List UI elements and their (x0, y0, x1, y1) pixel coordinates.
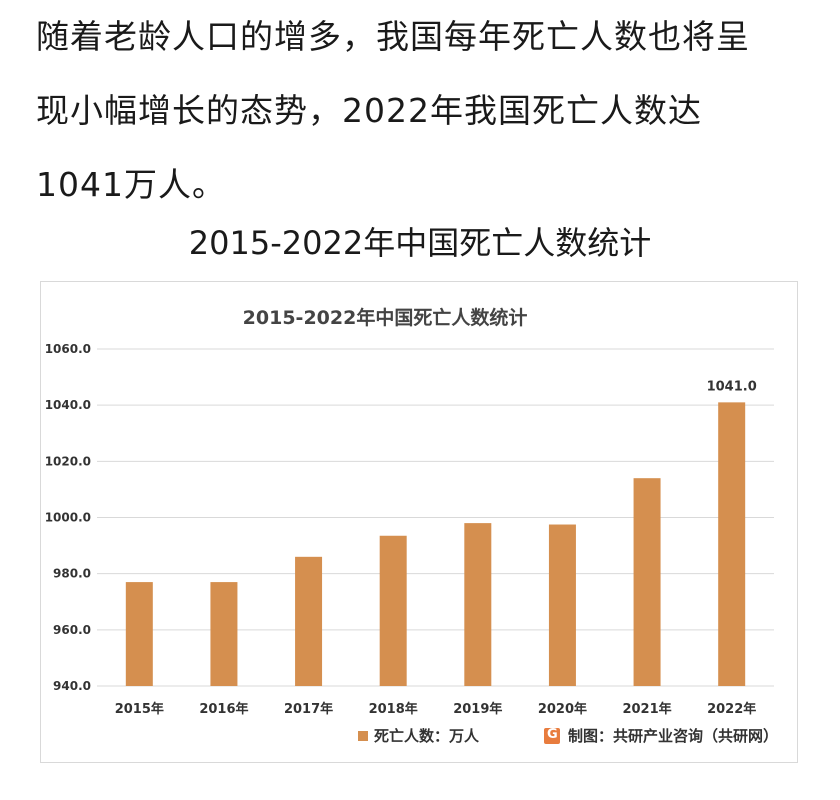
legend-swatch (358, 730, 368, 741)
bar (633, 478, 661, 686)
source-note: 制图：共研产业咨询（共研网） (544, 725, 778, 746)
bar (718, 402, 746, 686)
x-tick-label: 2021年 (622, 701, 671, 717)
x-tick-label: 2019年 (453, 701, 502, 717)
article-line-3: 1041万人。 (36, 165, 226, 204)
x-tick-label: 2018年 (369, 701, 418, 717)
y-tick-label: 960.0 (53, 623, 91, 637)
brand-logo-icon (544, 727, 560, 744)
y-tick-label: 980.0 (53, 567, 91, 581)
figure-caption: 2015-2022年中国死亡人数统计 (188, 224, 652, 262)
data-label: 1041.0 (707, 379, 757, 394)
x-tick-label: 2017年 (284, 701, 333, 717)
y-tick-label: 1000.0 (45, 511, 91, 525)
y-tick-label: 1060.0 (45, 342, 91, 356)
article-text: 随着老龄人口的增多，我国每年死亡人数也将呈 现小幅增长的态势，2022年我国死亡… (36, 0, 816, 222)
bar (548, 524, 576, 686)
article-line-2: 现小幅增长的态势，2022年我国死亡人数达 (36, 91, 702, 130)
y-tick-label: 1040.0 (45, 398, 91, 412)
x-tick-label: 2022年 (707, 701, 756, 717)
y-tick-label: 940.0 (53, 679, 91, 693)
bar (464, 523, 492, 686)
article-line-1: 随着老龄人口的增多，我国每年死亡人数也将呈 (36, 17, 750, 56)
x-tick-label: 2016年 (199, 701, 248, 717)
source-text: 制图：共研产业咨询（共研网） (568, 727, 779, 745)
bar (125, 582, 153, 686)
bar (295, 556, 323, 686)
bar (379, 535, 407, 686)
chart-legend: 死亡人数：万人 (358, 725, 479, 746)
x-tick-label: 2015年 (115, 701, 164, 717)
y-tick-label: 1020.0 (45, 454, 91, 468)
chart-frame (40, 281, 798, 763)
x-tick-label: 2020年 (538, 701, 587, 717)
bar (210, 582, 238, 686)
chart-title: 2015-2022年中国死亡人数统计 (243, 306, 528, 329)
legend-label: 死亡人数：万人 (374, 727, 480, 745)
